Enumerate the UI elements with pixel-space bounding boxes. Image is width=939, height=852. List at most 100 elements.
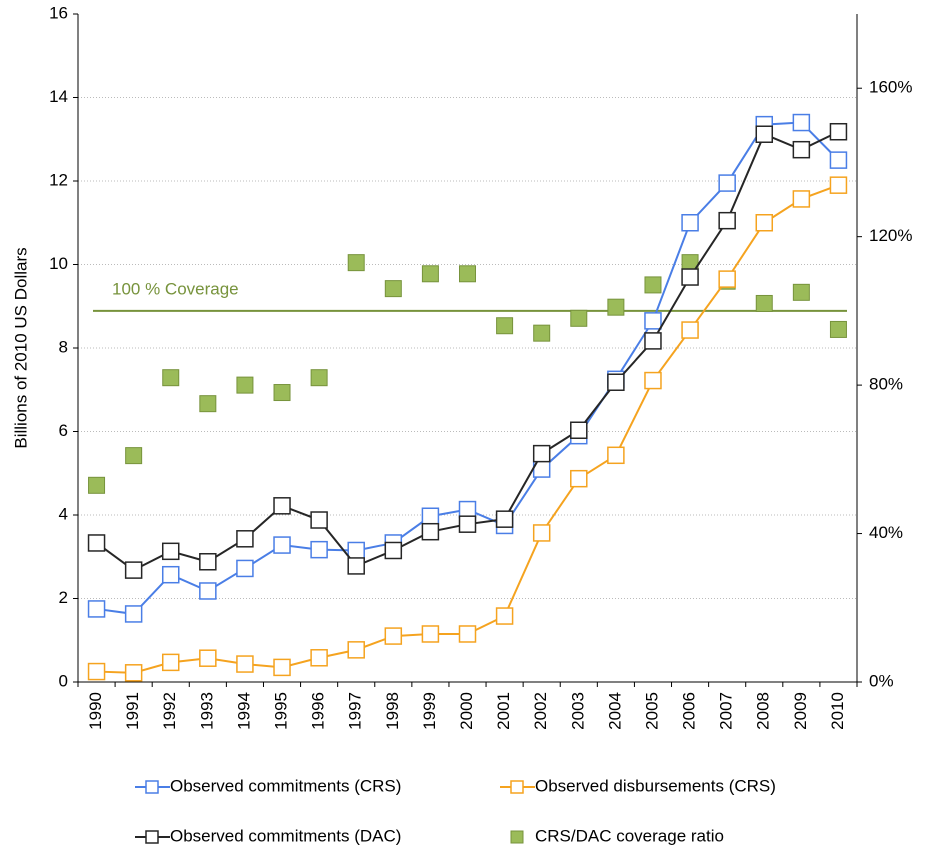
x-tick-label: 2009 <box>791 692 810 730</box>
y-tick-label: 14 <box>49 87 68 106</box>
x-tick-label: 1999 <box>420 692 439 730</box>
series-marker <box>124 605 143 623</box>
series-marker <box>829 176 848 194</box>
series-marker <box>792 190 811 208</box>
y-tick-label: 2 <box>59 588 68 607</box>
series-marker <box>755 125 774 143</box>
series-marker <box>829 122 848 141</box>
x-tick-label: 2006 <box>680 692 699 730</box>
x-tick-label: 1994 <box>234 692 253 730</box>
y-tick-label: 16 <box>49 3 68 22</box>
series-marker <box>495 510 514 528</box>
series-marker <box>124 561 143 579</box>
x-tick-label: 2004 <box>605 692 624 730</box>
series-point <box>236 376 254 394</box>
series-marker <box>829 151 848 169</box>
legend-marker <box>510 830 524 844</box>
x-tick-label: 1995 <box>272 692 291 730</box>
series-point <box>310 369 328 387</box>
series-point <box>125 447 143 465</box>
series-marker <box>532 444 551 463</box>
x-tick-label: 2002 <box>531 692 550 730</box>
series-point <box>496 317 514 335</box>
x-tick-label: 2008 <box>754 692 773 730</box>
series-marker <box>607 446 625 465</box>
y-tick-label: 10 <box>49 254 68 273</box>
series-marker <box>421 625 440 643</box>
series-marker <box>718 174 736 192</box>
series-marker <box>681 268 699 286</box>
series-point <box>162 369 180 387</box>
reference-label: 100 % Coverage <box>112 279 239 298</box>
series-point <box>421 265 439 283</box>
series-marker <box>644 332 662 350</box>
series-marker <box>87 600 106 618</box>
series-marker <box>718 211 736 230</box>
y-tick-label: 0 <box>59 671 68 690</box>
series-marker <box>347 541 365 560</box>
series-point <box>644 276 662 294</box>
series-marker <box>495 607 514 625</box>
legend-label: Observed commitments (DAC) <box>170 826 401 845</box>
series-point <box>459 265 476 283</box>
series-point <box>570 309 588 327</box>
series-marker <box>161 565 180 584</box>
y-axis-label: Billions of 2010 US Dollars <box>11 247 30 448</box>
series-marker <box>87 534 106 552</box>
series-marker <box>458 625 477 643</box>
x-tick-label: 2007 <box>717 692 736 730</box>
series-marker <box>755 214 774 232</box>
legend-marker <box>145 780 159 794</box>
series-marker <box>792 113 811 132</box>
legend-marker <box>145 830 159 844</box>
legend-label: Observed commitments (CRS) <box>170 776 401 795</box>
series-marker <box>792 140 811 159</box>
x-tick-label: 2010 <box>828 692 847 730</box>
series-point <box>607 298 625 316</box>
series-point <box>199 395 217 413</box>
series-marker <box>310 540 328 559</box>
series-marker <box>607 373 625 391</box>
series-marker <box>124 664 143 682</box>
series-point <box>273 384 291 402</box>
y2-tick-label: 0% <box>869 671 894 690</box>
y2-tick-label: 120% <box>869 226 912 245</box>
series-point <box>755 294 773 312</box>
x-tick-label: 1992 <box>160 692 179 730</box>
x-tick-label: 2001 <box>494 692 513 730</box>
x-tick-label: 1993 <box>197 692 216 730</box>
series-marker <box>718 270 736 288</box>
x-tick-label: 2005 <box>642 692 661 730</box>
series-marker <box>570 469 588 488</box>
legend-marker <box>510 780 524 794</box>
series-point <box>533 324 551 342</box>
x-tick-label: 2000 <box>457 692 476 730</box>
series-point <box>347 254 365 272</box>
series-marker <box>384 541 403 560</box>
series-marker <box>199 582 217 600</box>
series-marker <box>236 655 254 673</box>
series-point <box>829 320 847 338</box>
legend-label: Observed disbursements (CRS) <box>535 776 776 795</box>
x-tick-label: 1991 <box>123 692 142 730</box>
series-marker <box>236 559 254 578</box>
series-marker <box>273 536 291 554</box>
series-marker <box>310 649 328 667</box>
series-marker <box>87 662 106 681</box>
y-tick-label: 4 <box>59 504 68 523</box>
x-tick-label: 1997 <box>346 692 365 730</box>
x-tick-label: 2003 <box>568 692 587 730</box>
series-marker <box>347 641 365 659</box>
y2-tick-label: 80% <box>869 375 903 394</box>
series-marker <box>644 312 662 330</box>
y2-tick-label: 40% <box>869 523 903 542</box>
series-marker <box>532 524 551 542</box>
y-tick-label: 12 <box>49 170 68 189</box>
series-marker <box>458 515 477 533</box>
series-marker <box>236 530 254 548</box>
series-marker <box>644 371 662 390</box>
series-point <box>384 280 402 298</box>
series-marker <box>570 421 588 439</box>
series-marker <box>273 497 291 515</box>
